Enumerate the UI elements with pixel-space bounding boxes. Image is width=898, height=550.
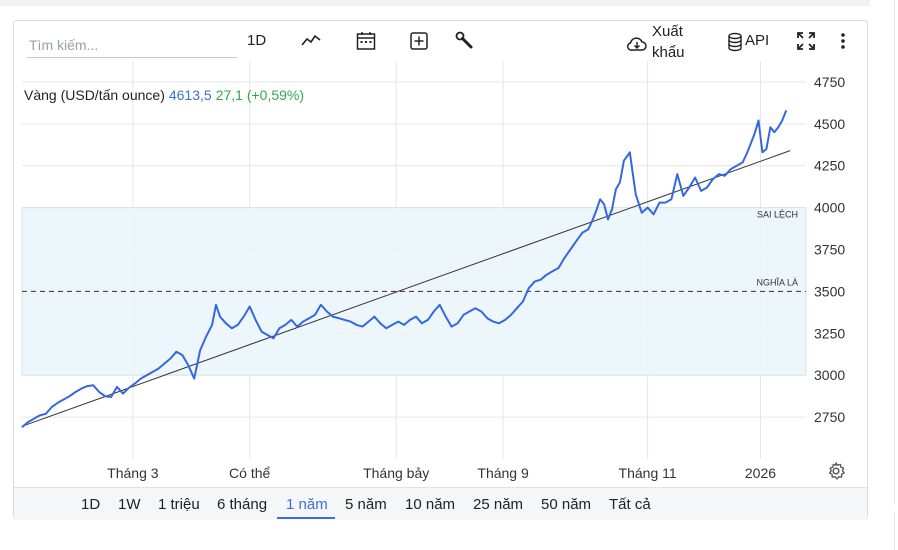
export-button[interactable]: Xuất khẩu — [626, 21, 706, 65]
search-input[interactable] — [27, 33, 237, 58]
x-tick-label: Tháng 3 — [107, 465, 159, 481]
range-5y[interactable]: 5 năm — [345, 496, 387, 513]
price-change: 27,1 (+0,59%) — [215, 87, 305, 103]
x-tick-label: 2026 — [745, 465, 776, 481]
range-6m[interactable]: 6 tháng — [217, 496, 268, 513]
band-label: SAI LỆCH — [757, 210, 798, 220]
chart-toolbar: 1D Xuất khẩu API — [14, 21, 867, 65]
calendar-icon[interactable] — [355, 30, 377, 52]
y-tick-label: 3000 — [814, 367, 845, 383]
y-axis: 2750 3000 3250 3500 3750 4000 4250 4500 4750 — [814, 74, 845, 425]
top-strip — [0, 0, 870, 6]
y-tick-label: 4000 — [814, 200, 845, 216]
price-chart: 2750 3000 3250 3500 3750 4000 4250 4500 4750 Thá… — [21, 61, 845, 481]
current-price: 4613,5 — [168, 87, 212, 103]
wrench-icon[interactable] — [453, 30, 475, 52]
page-divider — [894, 512, 895, 550]
range-1d[interactable]: 1D — [81, 496, 101, 513]
y-tick-label: 3250 — [814, 325, 845, 341]
range-25y[interactable]: 25 năm — [473, 496, 524, 513]
range-50y[interactable]: 50 năm — [541, 496, 592, 513]
export-label-line1: Xuất — [652, 23, 683, 40]
settings-gear-icon[interactable] — [826, 461, 848, 483]
range-all[interactable]: Tất cả — [609, 496, 651, 513]
more-vert-icon[interactable] — [832, 30, 854, 52]
mean-label: NGHĨA LÀ — [756, 277, 798, 287]
interval-button[interactable]: 1D — [247, 32, 267, 49]
y-tick-label: 4500 — [814, 116, 845, 132]
page-divider — [894, 0, 895, 505]
range-1y[interactable]: 1 năm — [286, 496, 328, 513]
price-series-line — [21, 110, 788, 428]
y-tick-label: 3750 — [814, 242, 845, 258]
range-selector: 1D 1W 1 triệu 6 tháng 1 năm 5 năm 10 năm… — [14, 487, 867, 520]
x-axis: Tháng 3 Có thể Tháng bảy Tháng 9 Tháng 11 202… — [107, 465, 776, 481]
add-box-icon[interactable] — [408, 30, 430, 52]
trend-line — [21, 150, 791, 427]
range-1w[interactable]: 1W — [118, 496, 141, 513]
range-1m[interactable]: 1 triệu — [158, 496, 200, 513]
x-tick-label: Tháng 9 — [477, 465, 529, 481]
cloud-download-icon — [626, 37, 647, 51]
range-10y[interactable]: 10 năm — [405, 496, 456, 513]
x-tick-label: Tháng bảy — [363, 465, 429, 481]
chart-legend: Vàng (USD/tấn ounce) 4613,5 27,1 (+0,59%) — [24, 87, 304, 103]
export-label-line2: khẩu — [652, 44, 685, 61]
y-tick-label: 4250 — [814, 158, 845, 174]
chart-card: 1D Xuất khẩu API — [13, 20, 868, 520]
fullscreen-icon[interactable] — [795, 30, 817, 52]
y-tick-label: 3500 — [814, 283, 845, 299]
y-tick-label: 2750 — [814, 409, 845, 425]
api-label: API — [745, 32, 770, 49]
y-tick-label: 4750 — [814, 74, 845, 90]
x-tick-label: Có thể — [229, 465, 270, 481]
x-tick-label: Tháng 11 — [619, 465, 677, 481]
instrument-name: Vàng (USD/tấn ounce) — [24, 87, 165, 103]
database-icon — [728, 32, 742, 52]
line-chart-icon[interactable] — [300, 30, 322, 52]
active-range-underline — [277, 517, 335, 519]
